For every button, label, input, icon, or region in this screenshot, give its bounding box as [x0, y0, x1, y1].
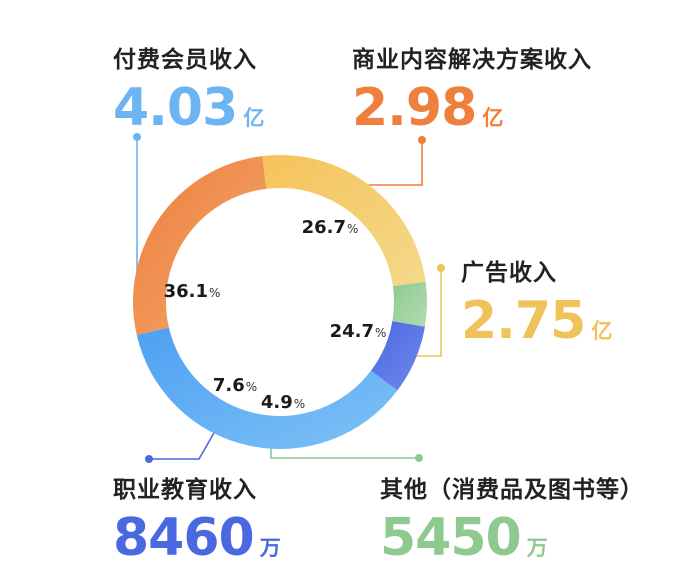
- amount-business-content: 2.98 亿: [352, 78, 592, 138]
- amount-value-other: 5450: [380, 508, 522, 568]
- amount-value-advertising: 2.75: [461, 291, 586, 351]
- arc-other: [392, 281, 428, 327]
- percent-label-vocational-education: 7.6%: [213, 375, 257, 396]
- arc-business-content: [132, 156, 267, 336]
- amount-unit-other: 万: [526, 536, 548, 560]
- amount-advertising: 2.75 亿: [461, 291, 612, 351]
- percent-labels: 26.7% 24.7% 4.9%7.6% 36.1%: [164, 217, 387, 413]
- legend-business-content: 商业内容解决方案收入 2.98 亿: [352, 40, 592, 138]
- label-advertising: 广告收入: [461, 260, 557, 286]
- amount-value-paid-membership: 4.03: [113, 78, 238, 138]
- connector-dot-advertising: [437, 264, 445, 272]
- amount-unit-advertising: 亿: [591, 319, 613, 343]
- donut-ring: [132, 155, 428, 449]
- connector-dot-vocational-education: [145, 455, 153, 463]
- legend-other: 其他（消费品及图书等） 5450 万: [380, 470, 644, 568]
- percent-label-advertising: 24.7%: [330, 321, 387, 342]
- label-vocational-education: 职业教育收入: [113, 477, 257, 503]
- label-other: 其他（消费品及图书等）: [380, 477, 644, 503]
- label-business-content: 商业内容解决方案收入: [352, 47, 592, 73]
- amount-other: 5450 万: [380, 508, 644, 568]
- arc-vocational-education: [370, 321, 425, 391]
- arc-paid-membership: [136, 327, 398, 449]
- connector-dot-paid-membership: [133, 133, 141, 141]
- legend-advertising: 广告收入 2.75 亿: [461, 253, 612, 351]
- legend-vocational-education: 职业教育收入 8460 万: [113, 470, 281, 568]
- amount-unit-paid-membership: 亿: [243, 106, 265, 130]
- percent-label-business-content: 26.7%: [302, 217, 359, 238]
- amount-unit-vocational-education: 万: [259, 536, 281, 560]
- connector-dot-business-content: [418, 136, 426, 144]
- connector-dot-other: [415, 454, 423, 462]
- arc-advertising: [262, 155, 426, 287]
- percent-label-paid-membership: 36.1%: [164, 281, 221, 302]
- percent-label-other: 4.9%: [261, 392, 305, 413]
- label-paid-membership: 付费会员收入: [113, 47, 257, 73]
- amount-value-business-content: 2.98: [352, 78, 477, 138]
- legend-paid-membership: 付费会员收入 4.03 亿: [113, 40, 264, 138]
- amount-value-vocational-education: 8460: [113, 508, 255, 568]
- amount-vocational-education: 8460 万: [113, 508, 281, 568]
- amount-paid-membership: 4.03 亿: [113, 78, 264, 138]
- amount-unit-business-content: 亿: [482, 106, 504, 130]
